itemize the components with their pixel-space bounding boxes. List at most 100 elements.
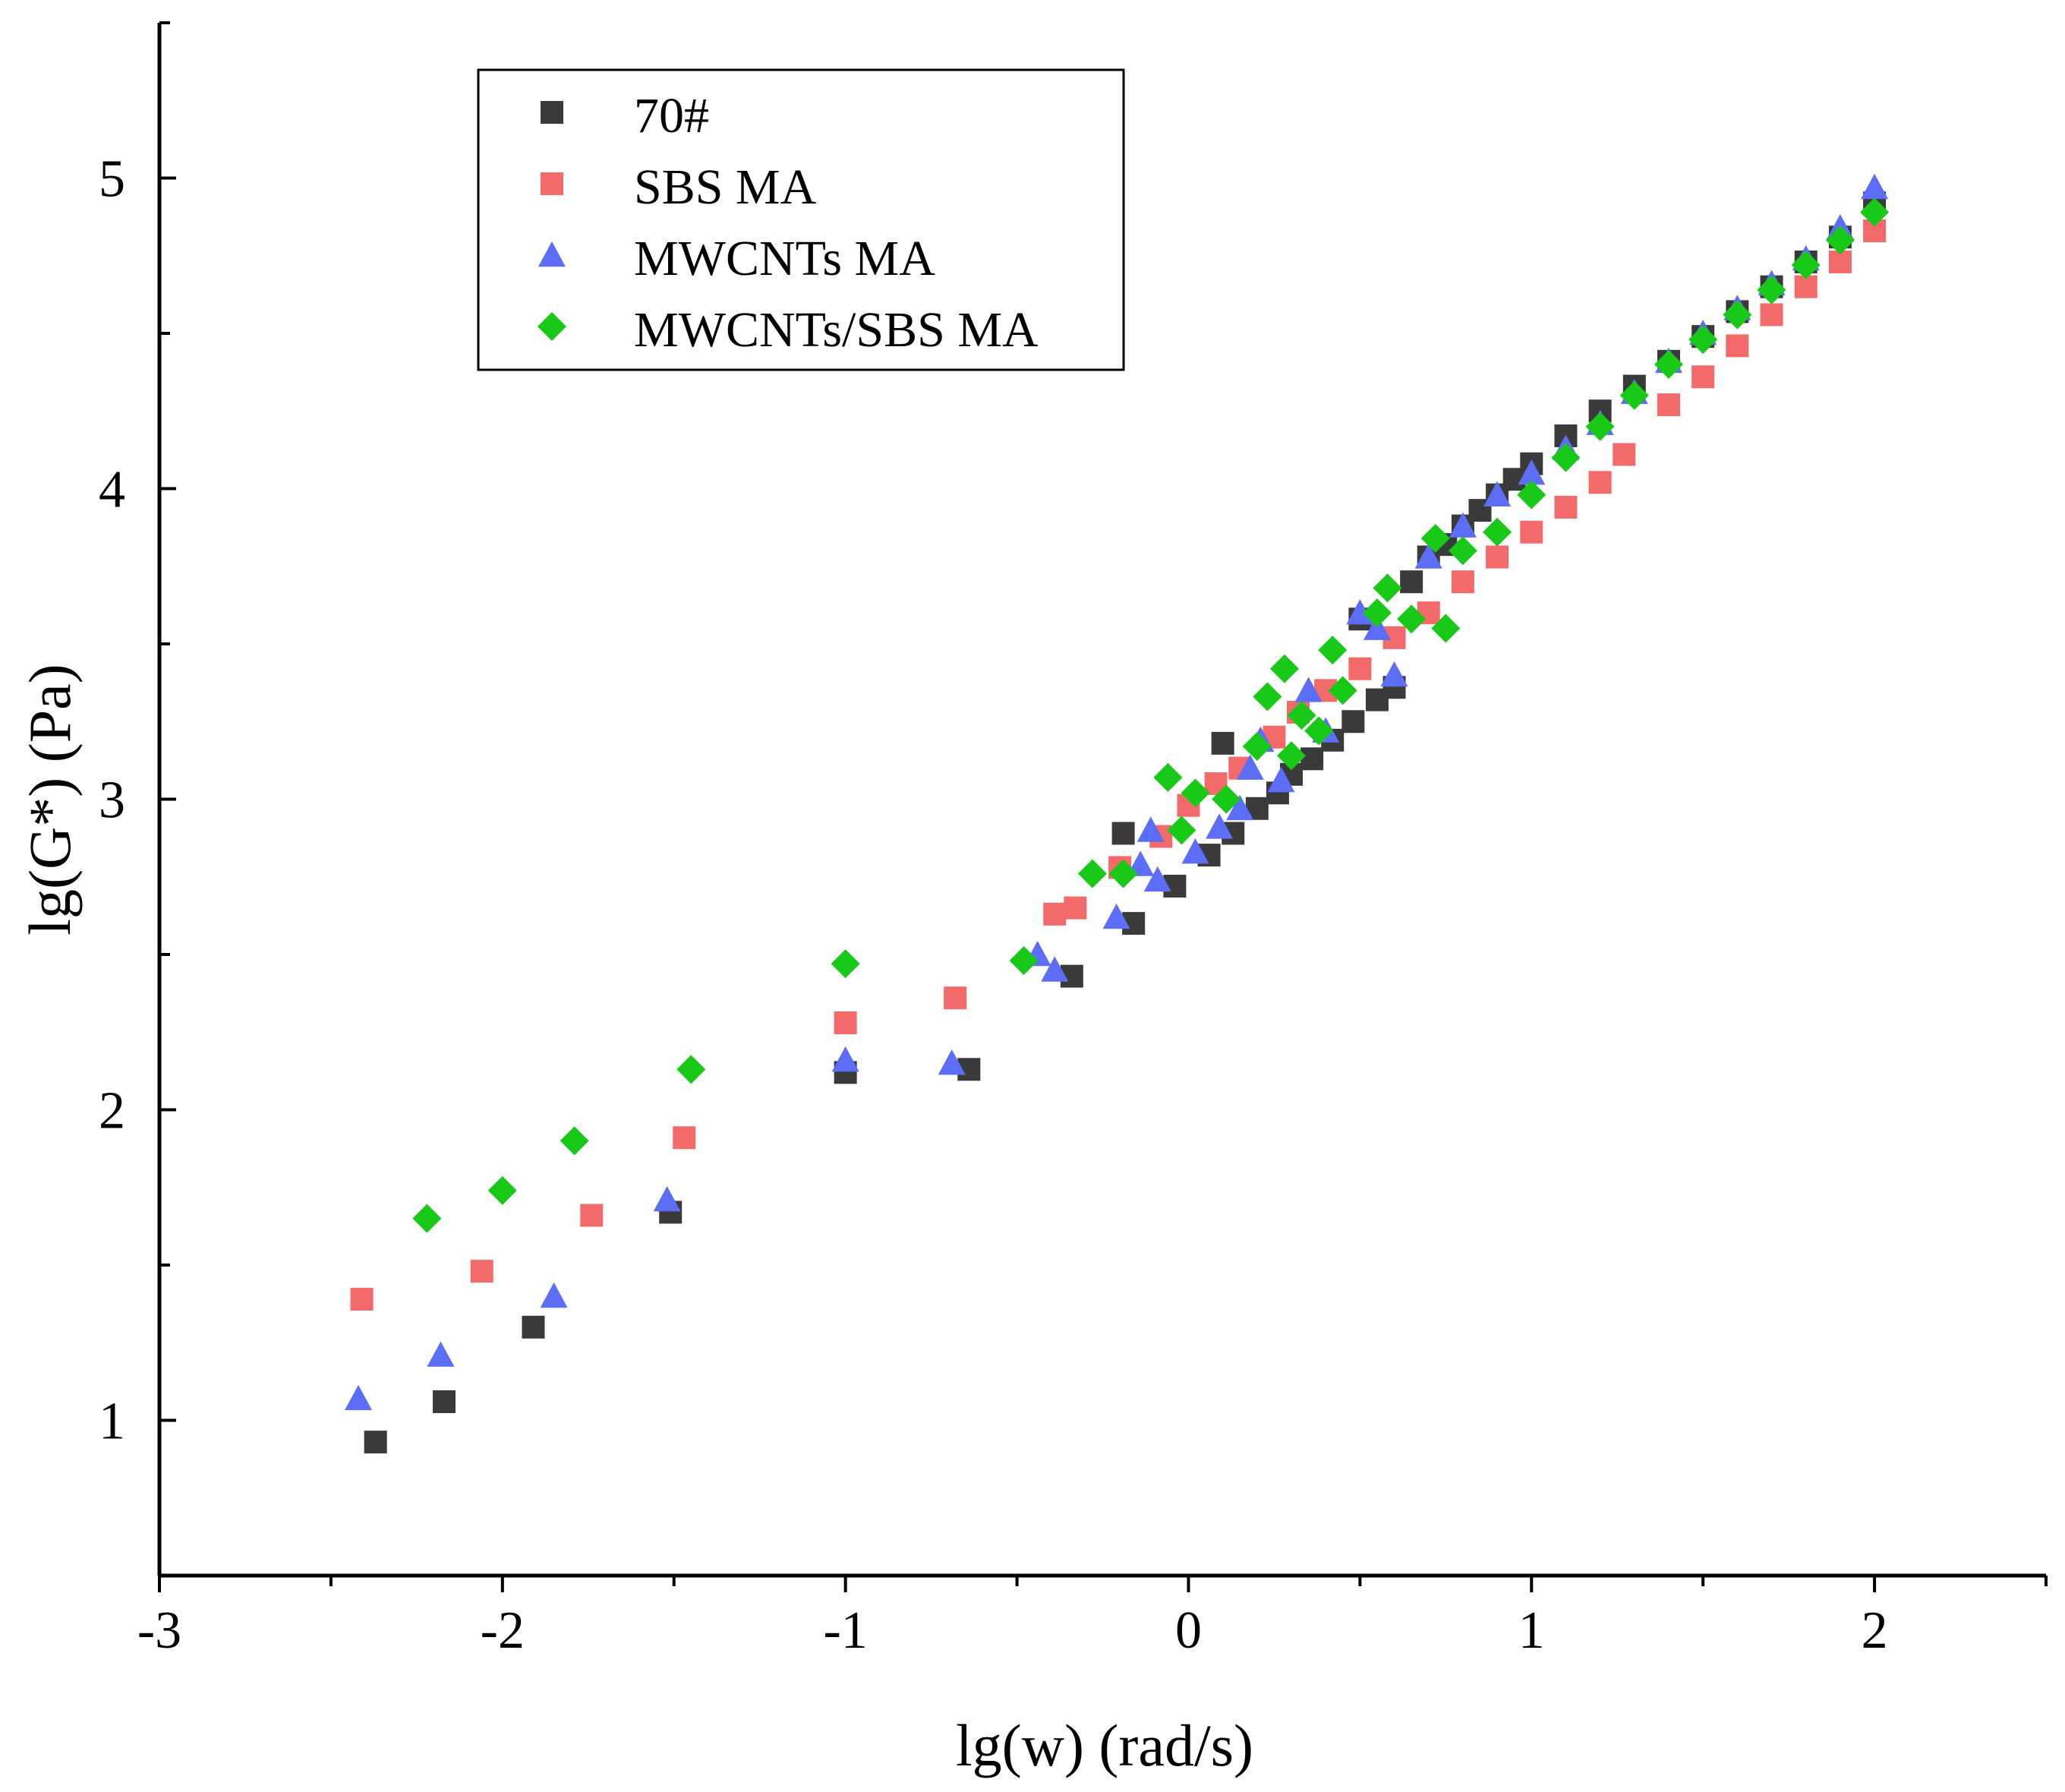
data-point bbox=[1287, 701, 1316, 730]
data-point bbox=[1400, 570, 1423, 594]
data-point bbox=[1619, 380, 1649, 410]
data-point bbox=[1143, 866, 1171, 892]
data-point bbox=[1206, 813, 1234, 839]
data-point bbox=[1318, 636, 1348, 665]
data-point bbox=[580, 1204, 604, 1227]
data-point bbox=[1167, 816, 1196, 845]
data-point bbox=[1791, 251, 1821, 280]
data-point bbox=[1181, 778, 1210, 808]
data-point bbox=[1111, 822, 1135, 845]
data-point bbox=[1304, 716, 1334, 746]
data-point bbox=[1102, 903, 1130, 929]
legend-marker-70 bbox=[541, 101, 563, 124]
data-point bbox=[1483, 517, 1512, 547]
data-point bbox=[831, 949, 860, 979]
data-point bbox=[1294, 677, 1323, 702]
data-point bbox=[1860, 197, 1890, 227]
data-point bbox=[1362, 598, 1392, 628]
data-point bbox=[1211, 731, 1234, 755]
legend-marker-sbs-ma bbox=[541, 172, 563, 195]
data-point bbox=[1585, 412, 1615, 441]
data-point bbox=[1588, 471, 1612, 494]
data-point bbox=[470, 1260, 493, 1283]
x-axis-ticks: -3 -2 -1 0 1 2 bbox=[137, 1576, 2048, 1660]
legend-marker-mwcnts-ma bbox=[538, 241, 566, 267]
data-point bbox=[1414, 543, 1442, 569]
y-tick-label: 3 bbox=[99, 771, 125, 830]
data-point bbox=[1064, 896, 1087, 920]
data-point bbox=[1449, 512, 1477, 538]
data-point bbox=[1726, 334, 1749, 358]
legend-label-70: 70# bbox=[634, 88, 709, 144]
data-point bbox=[1688, 325, 1718, 355]
data-point bbox=[345, 1384, 373, 1411]
x-tick-label: 0 bbox=[1175, 1601, 1202, 1660]
legend-label-mwcnts-sbs-ma: MWCNTs/SBS MA bbox=[634, 302, 1039, 358]
data-point bbox=[1267, 766, 1295, 793]
y-axis-ticks: 1 2 3 4 5 bbox=[99, 21, 176, 1577]
data-point bbox=[1041, 956, 1069, 982]
data-point bbox=[1397, 604, 1427, 634]
x-tick-label: -2 bbox=[481, 1601, 525, 1660]
data-point bbox=[834, 1011, 857, 1034]
data-point bbox=[427, 1341, 455, 1367]
data-point bbox=[1346, 599, 1374, 625]
data-point bbox=[1277, 741, 1306, 771]
data-point bbox=[522, 1315, 545, 1339]
data-point bbox=[560, 1126, 589, 1156]
data-point bbox=[831, 1046, 859, 1072]
legend-label-mwcnts-ma: MWCNTs MA bbox=[634, 231, 935, 286]
data-point bbox=[1420, 523, 1450, 553]
x-axis-title: lg(w) (rad/s) bbox=[956, 1712, 1253, 1778]
data-point bbox=[1269, 654, 1299, 683]
data-point bbox=[1181, 838, 1209, 864]
data-point bbox=[938, 1049, 966, 1075]
data-point bbox=[1613, 443, 1636, 466]
data-point bbox=[412, 1204, 442, 1233]
data-point bbox=[1373, 573, 1402, 603]
data-point bbox=[487, 1175, 517, 1205]
data-point bbox=[1363, 614, 1391, 640]
x-tick-label: -1 bbox=[823, 1601, 867, 1660]
data-points bbox=[345, 173, 1890, 1454]
data-point bbox=[1520, 520, 1543, 544]
y-axis-title: lg(G*) (Pa) bbox=[17, 664, 83, 935]
data-point bbox=[1760, 303, 1783, 327]
data-point bbox=[1300, 747, 1324, 771]
data-point bbox=[364, 1431, 387, 1454]
data-point bbox=[1009, 946, 1039, 976]
data-point bbox=[1654, 349, 1683, 379]
data-point bbox=[350, 1287, 374, 1311]
data-point bbox=[653, 1186, 681, 1212]
data-point bbox=[1108, 859, 1138, 888]
data-point bbox=[1691, 365, 1715, 389]
legend-marker-mwcnts-sbs-ma bbox=[538, 312, 566, 341]
y-tick-label: 4 bbox=[99, 461, 125, 519]
data-point bbox=[1451, 570, 1474, 594]
legend-markers bbox=[538, 101, 566, 341]
data-point bbox=[1212, 784, 1241, 814]
data-point bbox=[1253, 682, 1282, 711]
data-point bbox=[1153, 762, 1183, 792]
data-point bbox=[1137, 816, 1165, 842]
data-point bbox=[1551, 443, 1581, 472]
data-point bbox=[1043, 902, 1067, 926]
data-point bbox=[1518, 459, 1546, 485]
data-point bbox=[1861, 173, 1889, 200]
series-mwcnts-sbs-ma bbox=[412, 197, 1890, 1233]
data-point bbox=[1348, 657, 1372, 680]
y-tick-label: 5 bbox=[99, 150, 125, 209]
data-point bbox=[944, 986, 967, 1010]
data-point bbox=[1757, 275, 1786, 304]
x-tick-label: -3 bbox=[137, 1601, 181, 1660]
data-point bbox=[1486, 545, 1509, 569]
data-point bbox=[1657, 393, 1680, 417]
data-point bbox=[676, 1055, 706, 1084]
data-point bbox=[540, 1282, 568, 1308]
x-tick-label: 2 bbox=[1862, 1601, 1888, 1660]
data-point bbox=[1431, 614, 1461, 643]
legend-box bbox=[477, 68, 1125, 371]
data-point bbox=[1554, 496, 1578, 519]
data-point bbox=[1517, 480, 1546, 510]
